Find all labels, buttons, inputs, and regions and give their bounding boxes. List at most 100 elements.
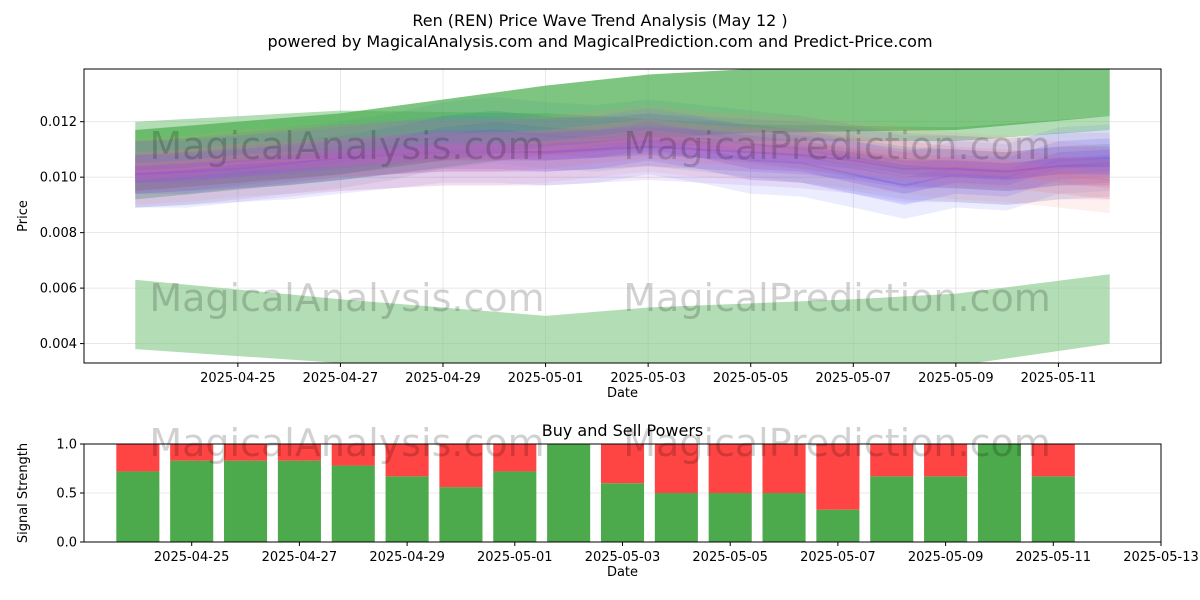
watermarks: MagicalAnalysis.com MagicalPrediction.com <box>149 421 1050 465</box>
chart-subtitle: powered by MagicalAnalysis.com and Magic… <box>267 32 932 51</box>
x-tick-label: 2025-05-11 <box>1016 550 1092 565</box>
buy-bar <box>870 476 914 542</box>
x-tick-label: 2025-04-29 <box>405 371 481 386</box>
x-tick-label: 2025-05-01 <box>477 550 553 565</box>
wave-line-blue <box>135 140 1110 187</box>
sell-bar <box>277 444 321 461</box>
x-tick-label: 2025-05-01 <box>508 371 584 386</box>
x-tick-label: 2025-04-29 <box>369 550 445 565</box>
sell-bar <box>224 444 268 461</box>
x-tick-label: 2025-05-03 <box>585 550 661 565</box>
x-tick-label: 2025-05-09 <box>918 371 994 386</box>
sell-bar <box>708 444 752 493</box>
wave-band-teal <box>135 121 1110 183</box>
wave-band-teal <box>135 96 1110 208</box>
y-axis-label: Signal Strength <box>16 443 31 543</box>
x-axis-label: Date <box>607 565 638 580</box>
buy-bar <box>224 460 268 542</box>
y-tick-label: 0.0 <box>56 536 77 551</box>
trend-band <box>135 69 1110 192</box>
x-tick-label: 2025-04-25 <box>200 371 276 386</box>
x-tick-label: 2025-05-09 <box>908 550 984 565</box>
sell-bar <box>1031 444 1075 477</box>
y-tick-label: 0.008 <box>40 226 77 241</box>
buy-bar <box>762 493 806 542</box>
buy-sell-power-chart: MagicalAnalysis.com MagicalPrediction.com… <box>16 421 1199 580</box>
price-plot <box>135 69 1110 363</box>
buy-bar <box>708 493 752 542</box>
wave-band-blue <box>135 107 1110 219</box>
sell-bar <box>331 444 375 466</box>
wave-line-teal <box>135 129 1110 176</box>
watermark: MagicalPrediction.com <box>623 276 1051 320</box>
buy-bar <box>1031 476 1075 542</box>
watermark: MagicalPrediction.com <box>623 124 1051 168</box>
x-tick-label: 2025-05-05 <box>692 550 768 565</box>
watermark: MagicalAnalysis.com <box>149 421 544 465</box>
buy-bar <box>116 471 160 542</box>
wave-band-blue <box>135 121 1110 205</box>
sell-bar <box>654 444 698 493</box>
trend-band <box>135 274 1110 363</box>
sell-bar <box>816 444 860 510</box>
wave-band-blue <box>135 132 1110 194</box>
wave-line-purple <box>135 145 1110 176</box>
watermarks: MagicalAnalysis.com MagicalPrediction.com… <box>149 124 1050 320</box>
wave-band-purple <box>135 113 1110 208</box>
price-wave-chart: MagicalAnalysis.com MagicalPrediction.com… <box>16 68 1162 401</box>
y-tick-label: 0.5 <box>56 487 77 502</box>
buy-bar <box>977 444 1021 542</box>
buy-bar <box>493 471 537 542</box>
watermark: MagicalAnalysis.com <box>149 276 544 320</box>
sell-bar <box>924 444 968 477</box>
buy-bar <box>547 444 591 542</box>
x-tick-label: 2025-05-03 <box>610 371 686 386</box>
x-tick-label: 2025-04-25 <box>154 550 230 565</box>
buy-bar <box>277 460 321 542</box>
sell-bar <box>116 444 160 472</box>
wave-band-teal <box>135 110 1110 194</box>
x-tick-label: 2025-05-05 <box>713 371 789 386</box>
wave-line-red <box>135 137 1110 181</box>
sell-bar <box>170 444 214 461</box>
sell-bar <box>870 444 914 477</box>
sell-bar <box>600 444 645 484</box>
x-tick-label: 2025-04-27 <box>262 550 338 565</box>
sell-bar <box>439 444 483 488</box>
buy-bar <box>170 460 214 542</box>
wave-band-red <box>135 130 1110 189</box>
buy-bar <box>600 483 645 542</box>
x-tick-label: 2025-05-07 <box>800 550 876 565</box>
y-tick-label: 0.006 <box>40 282 77 297</box>
power-bars <box>116 444 1075 542</box>
buy-bar <box>331 465 375 542</box>
sell-bar <box>385 444 429 477</box>
x-tick-label: 2025-05-07 <box>816 371 892 386</box>
buy-bar <box>385 476 429 542</box>
buy-bar <box>654 493 698 542</box>
subplot-title: Buy and Sell Powers <box>542 421 704 440</box>
buy-bar <box>439 487 483 542</box>
wave-band-purple <box>135 138 1110 183</box>
sell-bar <box>762 444 806 493</box>
y-axis-label: Price <box>16 200 31 232</box>
buy-bar <box>924 476 968 542</box>
wave-band-red <box>135 105 1110 214</box>
axes-frame <box>83 68 1162 364</box>
wave-band-purple <box>135 127 1110 194</box>
wave-band-red <box>135 118 1110 200</box>
y-tick-label: 0.012 <box>40 115 77 130</box>
y-tick-label: 0.010 <box>40 171 77 186</box>
x-tick-label: 2025-05-11 <box>1021 371 1097 386</box>
chart-title: Ren (REN) Price Wave Trend Analysis (May… <box>412 11 787 30</box>
y-tick-label: 1.0 <box>56 438 77 453</box>
x-tick-label: 2025-04-27 <box>303 371 379 386</box>
watermark: MagicalPrediction.com <box>623 421 1051 465</box>
sell-bar <box>493 444 537 472</box>
buy-bar <box>816 509 860 542</box>
y-tick-label: 0.004 <box>40 337 77 352</box>
watermark: MagicalAnalysis.com <box>149 124 544 168</box>
x-tick-label: 2025-05-13 <box>1123 550 1199 565</box>
x-axis-label: Date <box>607 386 638 401</box>
